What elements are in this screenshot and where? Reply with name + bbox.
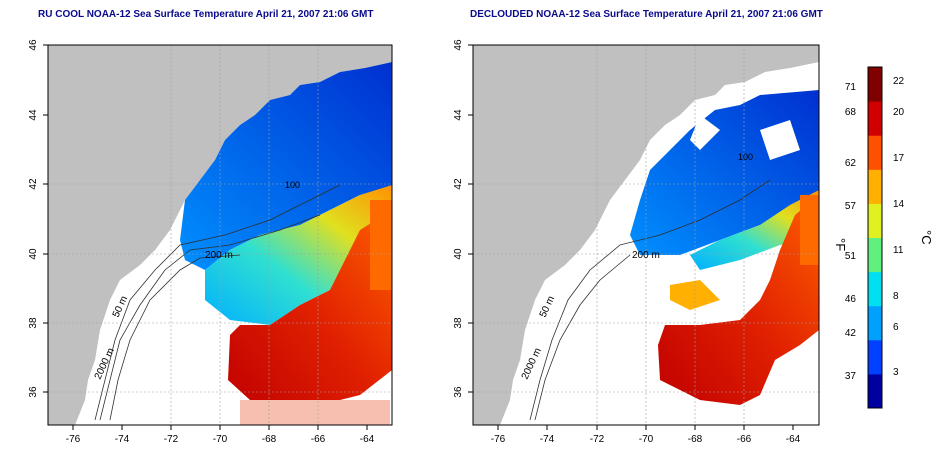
left-lon-tick: -76 — [66, 434, 81, 445]
right-lat-tick: 44 — [453, 109, 464, 121]
f-tick: 68 — [845, 107, 857, 118]
colorbar-swatch — [868, 305, 882, 341]
f-tick: 46 — [845, 294, 857, 305]
left-lat-tick: 38 — [28, 317, 39, 329]
left-map-title: RU COOL NOAA-12 Sea Surface Temperature … — [38, 9, 374, 20]
right-lon-tick: -74 — [540, 434, 555, 445]
left-lon-tick: -66 — [311, 434, 326, 445]
colorbar-swatch — [868, 203, 882, 238]
left-land — [48, 45, 392, 425]
c-tick: 8 — [893, 291, 899, 302]
left-gulf-stream — [228, 210, 392, 410]
colorbar-swatch — [868, 135, 882, 170]
right-map-title: DECLOUDED NOAA-12 Sea Surface Temperatur… — [470, 9, 823, 20]
c-tick: 3 — [893, 367, 899, 378]
right-slope-water — [690, 190, 819, 270]
c-tick: 22 — [893, 76, 905, 87]
left-lat-tick: 44 — [28, 109, 39, 121]
right-lon-tick: -64 — [786, 434, 801, 445]
right-map: 50 m 2000 m 200 m 100 — [473, 45, 819, 425]
left-lon-tick: -70 — [213, 434, 228, 445]
c-tick: 14 — [893, 199, 905, 210]
right-lon-tick: -68 — [688, 434, 703, 445]
colorbar-swatch — [868, 101, 882, 136]
left-lat-tick: 46 — [28, 39, 39, 51]
right-lat-tick: 46 — [453, 39, 464, 51]
left-shelf-water — [180, 62, 392, 270]
right-lat-tick: 42 — [453, 178, 464, 190]
right-contour-100: 100 — [738, 152, 753, 162]
right-contour-200m: 200 m — [632, 250, 660, 261]
c-tick: 11 — [893, 245, 904, 256]
colorbar-swatch — [868, 271, 882, 307]
f-tick: 51 — [845, 251, 857, 262]
f-tick: 71 — [845, 82, 857, 93]
unit-celsius: °C — [919, 230, 934, 245]
left-lat-tick: 40 — [28, 248, 39, 260]
right-lon-tick: -76 — [491, 434, 506, 445]
colorbar-swatch — [868, 67, 882, 102]
f-tick: 57 — [845, 201, 857, 212]
colorbar-swatch — [868, 169, 882, 204]
left-map: 50 m 2000 m 200 m 100 — [48, 45, 392, 425]
unit-fahrenheit: °F — [833, 238, 848, 251]
right-lon-tick: -66 — [737, 434, 752, 445]
f-tick: 62 — [845, 158, 857, 169]
f-tick: 42 — [845, 328, 857, 339]
right-lon-tick: -72 — [590, 434, 605, 445]
colorbar-swatch — [868, 373, 882, 409]
left-lat-tick: 36 — [28, 386, 39, 398]
c-tick: 20 — [893, 107, 905, 118]
colorbar — [867, 66, 883, 409]
left-lon-tick: -68 — [262, 434, 277, 445]
right-gulf-stream — [658, 195, 819, 405]
left-lon-tick: -72 — [164, 434, 179, 445]
left-lon-tick: -74 — [115, 434, 130, 445]
c-tick: 17 — [893, 153, 905, 164]
left-lon-tick: -64 — [360, 434, 375, 445]
right-lat-tick: 38 — [453, 317, 464, 329]
colorbar-swatch — [868, 339, 882, 375]
right-lon-tick: -70 — [639, 434, 654, 445]
right-land — [473, 45, 819, 425]
colorbar-c-ticks: 22 20 17 14 11 8 6 3 — [893, 76, 905, 378]
colorbar-swatch — [868, 237, 882, 273]
colorbar-f-ticks: 71 68 62 57 51 46 42 37 — [845, 82, 857, 382]
left-lat-tick: 42 — [28, 178, 39, 190]
c-tick: 6 — [893, 322, 899, 333]
f-tick: 37 — [845, 371, 857, 382]
left-contour-200m: 200 m — [205, 250, 233, 261]
left-contour-100: 100 — [285, 180, 300, 190]
right-lat-tick: 40 — [453, 248, 464, 260]
right-lat-tick: 36 — [453, 386, 464, 398]
